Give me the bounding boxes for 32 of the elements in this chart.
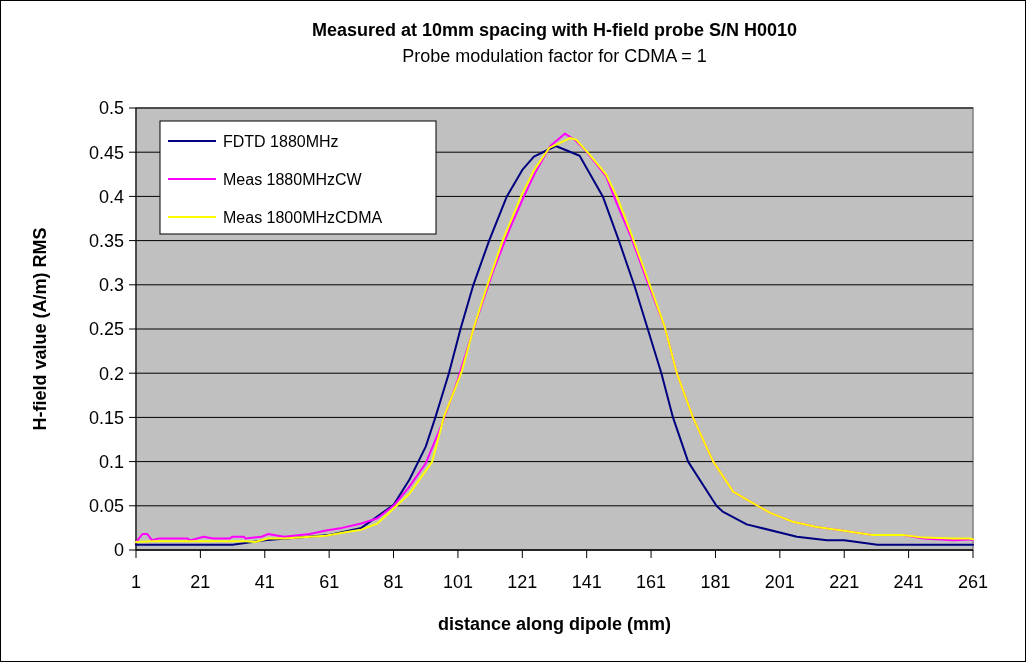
chart-title: Measured at 10mm spacing with H-field probe S/N H0010	[311, 20, 798, 40]
x-tick-label: 221	[829, 572, 860, 592]
legend-label: FDTD 1880MHz	[223, 132, 339, 150]
x-tick-label: 261	[957, 572, 989, 592]
y-tick-label: 0.4	[98, 186, 124, 207]
y-tick-label: 0.2	[98, 363, 124, 384]
y-tick-label: 0.45	[88, 142, 124, 163]
y-axis-title: H-field value (A/m) RMS	[30, 227, 50, 431]
y-tick-label: 0.1	[98, 451, 124, 472]
x-tick-label: 121	[507, 572, 538, 592]
x-tick-label: 241	[893, 572, 924, 592]
chart-subtitle: Probe modulation factor for CDMA = 1	[402, 46, 707, 66]
y-tick-label: 0.35	[88, 230, 124, 251]
x-tick-label: 61	[319, 572, 340, 592]
x-tick-label: 1	[130, 572, 142, 592]
y-tick-label: 0.3	[98, 275, 124, 296]
y-tick-label: 0	[113, 540, 124, 561]
x-tick-label: 161	[636, 572, 667, 592]
legend-label: Meas 1880MHzCW	[223, 170, 363, 188]
y-tick-label: 0.5	[98, 98, 124, 119]
y-tick-label: 0.25	[88, 319, 124, 340]
legend-label: Meas 1800MHzCDMA	[223, 208, 383, 226]
x-tick-label: 201	[764, 572, 795, 592]
y-tick-label: 0.15	[88, 407, 124, 428]
x-tick-label: 81	[383, 572, 404, 592]
x-tick-label: 101	[442, 572, 473, 592]
x-tick-label: 41	[254, 572, 275, 592]
x-axis-title: distance along dipole (mm)	[437, 614, 672, 634]
y-tick-label: 0.05	[88, 496, 124, 517]
x-tick-label: 181	[700, 572, 731, 592]
x-tick-label: 141	[571, 572, 602, 592]
x-tick-label: 21	[190, 572, 211, 592]
